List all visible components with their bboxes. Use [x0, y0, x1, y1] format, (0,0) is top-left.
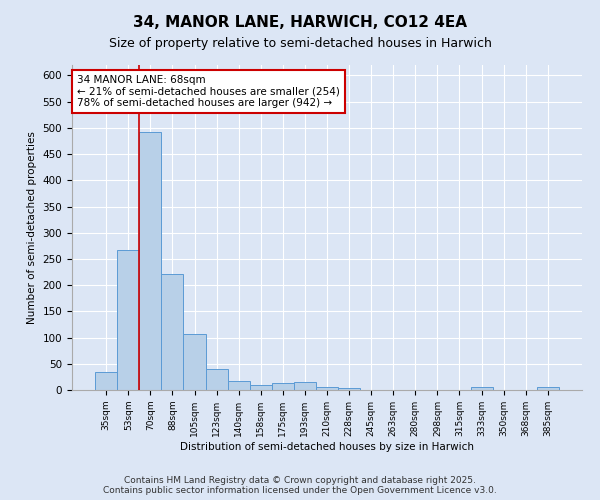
Text: 34, MANOR LANE, HARWICH, CO12 4EA: 34, MANOR LANE, HARWICH, CO12 4EA — [133, 15, 467, 30]
Bar — [316, 387, 338, 390]
Bar — [272, 382, 294, 390]
Bar — [161, 274, 184, 390]
Bar — [294, 382, 316, 390]
Text: Size of property relative to semi-detached houses in Harwich: Size of property relative to semi-detach… — [109, 38, 491, 51]
Bar — [95, 372, 117, 390]
Bar — [206, 369, 227, 390]
Bar — [338, 388, 360, 390]
Y-axis label: Number of semi-detached properties: Number of semi-detached properties — [27, 131, 37, 324]
Text: Contains HM Land Registry data © Crown copyright and database right 2025.
Contai: Contains HM Land Registry data © Crown c… — [103, 476, 497, 495]
Bar — [250, 386, 272, 390]
Bar — [184, 334, 206, 390]
Bar — [537, 387, 559, 390]
Text: 34 MANOR LANE: 68sqm
← 21% of semi-detached houses are smaller (254)
78% of semi: 34 MANOR LANE: 68sqm ← 21% of semi-detac… — [77, 74, 340, 108]
Bar — [139, 132, 161, 390]
X-axis label: Distribution of semi-detached houses by size in Harwich: Distribution of semi-detached houses by … — [180, 442, 474, 452]
Bar — [470, 388, 493, 390]
Bar — [117, 250, 139, 390]
Bar — [227, 381, 250, 390]
